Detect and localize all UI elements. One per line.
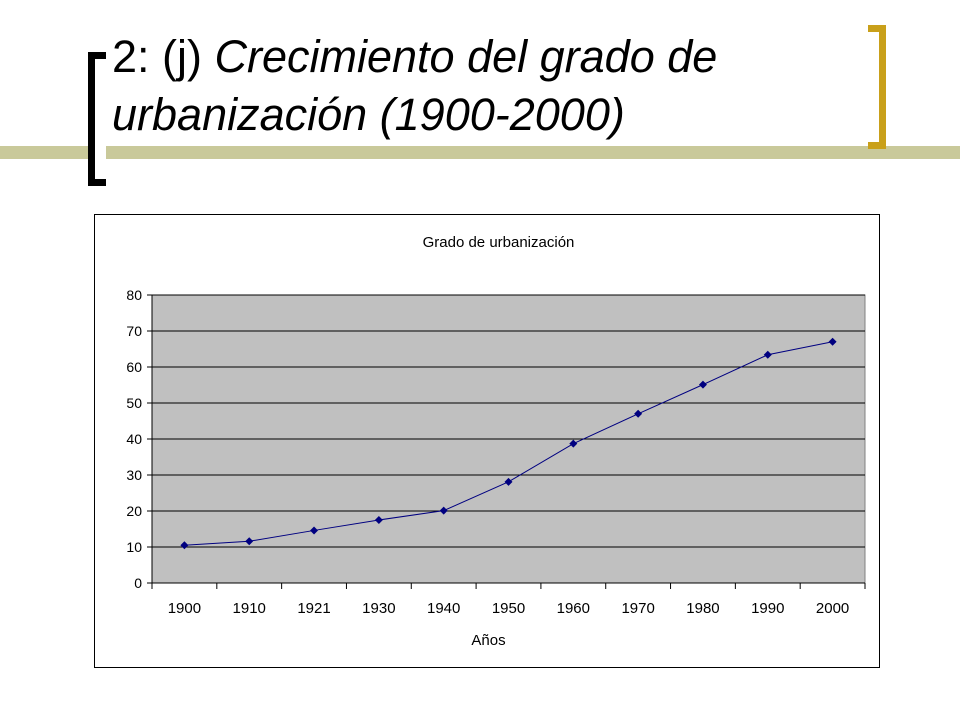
chart-title: Grado de urbanización (423, 234, 575, 251)
x-tick-label: 1970 (621, 600, 654, 617)
x-tick-label: 1980 (686, 600, 719, 617)
data-point (763, 350, 772, 359)
y-tick-label: 20 (126, 503, 142, 519)
decorative-band (0, 146, 960, 159)
right-bracket-decoration (868, 25, 886, 149)
y-tick-label: 60 (126, 359, 142, 375)
data-point (504, 477, 513, 486)
y-tick-label: 50 (126, 395, 142, 411)
data-point (439, 506, 448, 515)
data-point (310, 526, 319, 535)
y-tick-label: 40 (126, 431, 142, 447)
x-tick-label: 1910 (233, 600, 266, 617)
left-bracket-decoration (88, 52, 106, 186)
data-point (245, 537, 254, 546)
slide-title-line2: urbanización (1900-2000) (112, 89, 625, 140)
x-axis-label: Años (471, 632, 505, 649)
x-tick-label: 2000 (816, 600, 849, 617)
x-tick-label: 1950 (492, 600, 525, 617)
data-point (374, 516, 383, 524)
x-tick-label: 1900 (168, 600, 201, 617)
x-tick-label: 1940 (427, 600, 460, 617)
data-point (698, 380, 707, 389)
y-tick-label: 10 (126, 539, 142, 555)
x-tick-label: 1930 (362, 600, 395, 617)
x-tick-label: 1990 (751, 600, 784, 617)
x-tick-label: 1960 (557, 600, 590, 617)
slide-title-line1: Crecimiento del grado de (214, 31, 718, 82)
data-point (569, 439, 578, 448)
chart-frame: Grado de urbanización 0 10 20 30 40 50 60 70 80 19… (94, 214, 880, 668)
line-chart: Grado de urbanización 0 10 20 30 40 50 60 70 80 19… (126, 234, 866, 649)
y-tick-label: 0 (134, 575, 142, 591)
y-tick-label: 80 (126, 287, 142, 303)
slide-title: 2: (j) Crecimiento del grado de urbaniza… (112, 28, 872, 144)
data-point (634, 409, 643, 418)
y-tick-label: 30 (126, 467, 142, 483)
data-point (828, 337, 837, 346)
x-tick-label: 1921 (297, 600, 330, 617)
y-tick-label: 70 (126, 323, 142, 339)
slide-title-prefix: 2: (j) (112, 31, 215, 82)
data-point (180, 541, 189, 550)
